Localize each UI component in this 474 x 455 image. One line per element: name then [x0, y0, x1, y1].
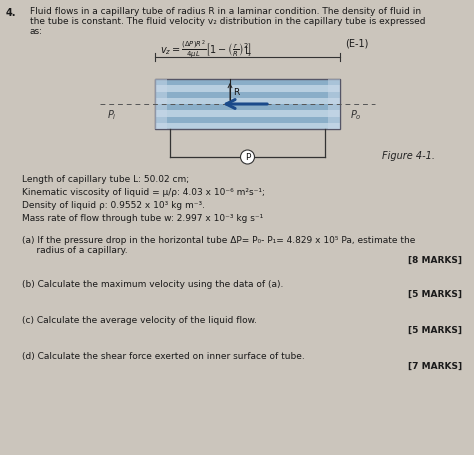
Text: Kinematic viscosity of liquid = μ/ρ: 4.03 x 10⁻⁶ m²s⁻¹;: Kinematic viscosity of liquid = μ/ρ: 4.0…: [22, 187, 265, 197]
Bar: [155, 80, 167, 130]
Text: Fluid flows in a capillary tube of radius R in a laminar condition. The density : Fluid flows in a capillary tube of radiu…: [30, 7, 421, 16]
Text: 4.: 4.: [6, 8, 17, 18]
Bar: [155, 105, 340, 111]
Text: (a) If the pressure drop in the horizontal tube ΔP= P₀- P₁= 4.829 x 10⁵ Pa, esti: (a) If the pressure drop in the horizont…: [22, 236, 415, 244]
Text: [7 MARKS]: [7 MARKS]: [408, 361, 462, 370]
Circle shape: [240, 151, 255, 165]
Text: R: R: [233, 88, 239, 97]
Bar: [155, 80, 340, 86]
Text: (E-1): (E-1): [345, 39, 368, 49]
Text: (c) Calculate the average velocity of the liquid flow.: (c) Calculate the average velocity of th…: [22, 315, 257, 324]
Bar: [155, 99, 340, 105]
Bar: [155, 117, 340, 123]
Text: (b) Calculate the maximum velocity using the data of (a).: (b) Calculate the maximum velocity using…: [22, 279, 283, 288]
Text: $v_z = \frac{(\Delta P)R^2}{4\mu L}\left[1 - \left(\frac{r}{R}\right)^2\right]$: $v_z = \frac{(\Delta P)R^2}{4\mu L}\left…: [160, 38, 252, 60]
Text: [5 MARKS]: [5 MARKS]: [408, 289, 462, 298]
Text: L: L: [245, 46, 250, 56]
Text: Density of liquid ρ: 0.9552 x 10³ kg m⁻³.: Density of liquid ρ: 0.9552 x 10³ kg m⁻³…: [22, 201, 205, 210]
Text: P: P: [245, 153, 250, 162]
Text: the tube is constant. The fluid velocity v₂ distribution in the capillary tube i: the tube is constant. The fluid velocity…: [30, 17, 426, 26]
Text: [8 MARKS]: [8 MARKS]: [408, 255, 462, 264]
Text: as:: as:: [30, 27, 43, 36]
Text: Length of capillary tube L: 50.02 cm;: Length of capillary tube L: 50.02 cm;: [22, 175, 189, 184]
Bar: [328, 80, 340, 130]
Text: radius of a capillary.: radius of a capillary.: [22, 245, 128, 254]
Bar: [155, 123, 340, 130]
Text: $P_o$: $P_o$: [350, 108, 362, 121]
Text: $P_i$: $P_i$: [107, 108, 117, 121]
Bar: [155, 80, 340, 130]
Bar: [155, 86, 340, 92]
Text: (d) Calculate the shear force exerted on inner surface of tube.: (d) Calculate the shear force exerted on…: [22, 351, 305, 360]
Bar: [155, 92, 340, 99]
Text: [5 MARKS]: [5 MARKS]: [408, 325, 462, 334]
Text: Mass rate of flow through tube w: 2.997 x 10⁻³ kg s⁻¹: Mass rate of flow through tube w: 2.997 …: [22, 213, 263, 222]
Text: Figure 4-1.: Figure 4-1.: [382, 151, 435, 161]
Bar: [155, 111, 340, 117]
